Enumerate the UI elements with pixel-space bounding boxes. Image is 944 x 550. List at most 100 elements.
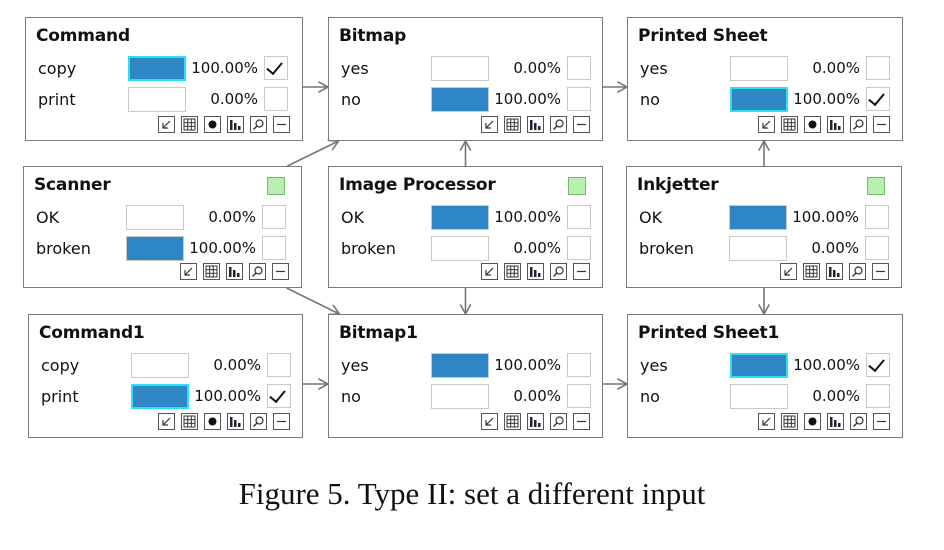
zoom-icon[interactable] (550, 263, 567, 280)
arrow-icon[interactable] (180, 263, 197, 280)
arrow-icon[interactable] (758, 413, 775, 430)
bar-chart-icon[interactable] (227, 413, 244, 430)
bar-chart-icon[interactable] (827, 413, 844, 430)
arrow-icon[interactable] (481, 413, 498, 430)
node-command1[interactable]: Command1 copy 0.00% print 100.00% (28, 314, 303, 438)
minimize-icon[interactable] (273, 116, 290, 133)
state-checkbox[interactable] (567, 87, 591, 111)
state-checkbox[interactable] (262, 236, 286, 260)
bar-chart-icon[interactable] (527, 116, 544, 133)
minimize-icon[interactable] (573, 263, 590, 280)
bar-chart-icon[interactable] (826, 263, 843, 280)
bar-chart-icon[interactable] (226, 263, 243, 280)
probability-bar[interactable] (431, 87, 489, 112)
node-printed-sheet[interactable]: Printed Sheet yes 0.00% no 100.00% (627, 17, 903, 141)
state-checkbox[interactable] (267, 384, 291, 408)
state-checkbox[interactable] (866, 87, 890, 111)
node-command[interactable]: Command copy 100.00% print 0.00% (25, 17, 303, 141)
probability-bar[interactable] (126, 236, 184, 261)
state-checkbox[interactable] (866, 56, 890, 80)
node-inkjetter[interactable]: Inkjetter OK 100.00% broken 0.00% (626, 166, 902, 288)
probability-bar[interactable] (729, 236, 787, 261)
probability-bar[interactable] (128, 56, 186, 81)
probability-bar[interactable] (131, 353, 189, 378)
probability-bar[interactable] (729, 205, 787, 230)
arrow-icon[interactable] (158, 116, 175, 133)
bar-chart-icon[interactable] (827, 116, 844, 133)
probability-bar[interactable] (431, 353, 489, 378)
state-checkbox[interactable] (567, 205, 591, 229)
minimize-icon[interactable] (873, 116, 890, 133)
state-checkbox[interactable] (865, 205, 889, 229)
zoom-icon[interactable] (850, 413, 867, 430)
minimize-icon[interactable] (272, 263, 289, 280)
edge-scanner-to-bitmap1 (286, 287, 340, 315)
state-checkbox[interactable] (267, 353, 291, 377)
zoom-icon[interactable] (249, 263, 266, 280)
probability-bar[interactable] (730, 384, 788, 409)
probability-bar[interactable] (431, 205, 489, 230)
arrow-icon[interactable] (158, 413, 175, 430)
grid-icon[interactable] (504, 263, 521, 280)
grid-icon[interactable] (181, 116, 198, 133)
state-checkbox[interactable] (567, 236, 591, 260)
minimize-icon[interactable] (573, 116, 590, 133)
state-checkbox[interactable] (264, 87, 288, 111)
state-checkbox[interactable] (567, 353, 591, 377)
node-bitmap[interactable]: Bitmap yes 0.00% no 100.00% (328, 17, 603, 141)
bar-chart-icon[interactable] (227, 116, 244, 133)
probability-bar[interactable] (730, 56, 788, 81)
grid-icon[interactable] (781, 116, 798, 133)
state-checkbox[interactable] (866, 384, 890, 408)
minimize-icon[interactable] (273, 413, 290, 430)
node-image-processor[interactable]: Image Processor OK 100.00% broken 0.00% (328, 166, 603, 288)
arrow-icon[interactable] (481, 116, 498, 133)
grid-icon[interactable] (781, 413, 798, 430)
bar-chart-icon[interactable] (527, 413, 544, 430)
state-label: yes (640, 356, 668, 375)
grid-icon[interactable] (504, 413, 521, 430)
state-checkbox[interactable] (866, 353, 890, 377)
probability-bar[interactable] (431, 384, 489, 409)
probability-bar[interactable] (131, 384, 189, 409)
probability-value: 100.00% (792, 208, 859, 226)
probability-bar[interactable] (730, 353, 788, 378)
arrow-icon[interactable] (481, 263, 498, 280)
state-label: no (341, 90, 361, 109)
node-scanner[interactable]: Scanner OK 0.00% broken 100.00% (23, 166, 302, 288)
state-checkbox[interactable] (567, 384, 591, 408)
zoom-icon[interactable] (550, 413, 567, 430)
bar-chart-icon[interactable] (527, 263, 544, 280)
zoom-icon[interactable] (850, 116, 867, 133)
arrow-icon[interactable] (780, 263, 797, 280)
probability-bar[interactable] (128, 87, 186, 112)
minimize-icon[interactable] (872, 263, 889, 280)
probability-bar[interactable] (730, 87, 788, 112)
minimize-icon[interactable] (573, 413, 590, 430)
node-printed-sheet1[interactable]: Printed Sheet1 yes 100.00% no 0.00% (627, 314, 903, 438)
state-checkbox[interactable] (865, 236, 889, 260)
probability-bar[interactable] (431, 236, 489, 261)
probability-bar[interactable] (431, 56, 489, 81)
node-title: Printed Sheet (638, 26, 768, 46)
grid-icon[interactable] (181, 413, 198, 430)
state-checkbox[interactable] (567, 56, 591, 80)
zoom-icon[interactable] (849, 263, 866, 280)
grid-icon[interactable] (203, 263, 220, 280)
grid-icon[interactable] (504, 116, 521, 133)
probability-bar[interactable] (126, 205, 184, 230)
node-bitmap1[interactable]: Bitmap1 yes 100.00% no 0.00% (328, 314, 603, 438)
dot-icon[interactable] (804, 413, 821, 430)
state-checkbox[interactable] (262, 205, 286, 229)
zoom-icon[interactable] (250, 116, 267, 133)
state-row: yes 100.00% (628, 353, 902, 381)
state-checkbox[interactable] (264, 56, 288, 80)
minimize-icon[interactable] (873, 413, 890, 430)
arrow-icon[interactable] (758, 116, 775, 133)
dot-icon[interactable] (204, 116, 221, 133)
dot-icon[interactable] (804, 116, 821, 133)
dot-icon[interactable] (204, 413, 221, 430)
grid-icon[interactable] (803, 263, 820, 280)
zoom-icon[interactable] (250, 413, 267, 430)
zoom-icon[interactable] (550, 116, 567, 133)
